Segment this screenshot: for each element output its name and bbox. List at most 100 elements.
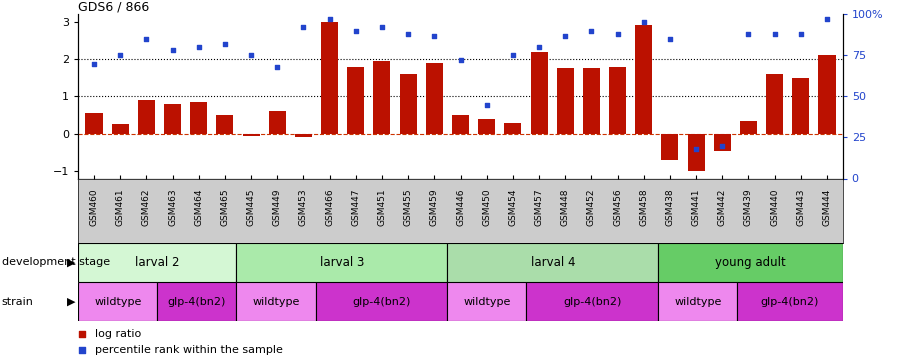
Text: GSM452: GSM452 bbox=[587, 188, 596, 226]
Text: GSM464: GSM464 bbox=[194, 188, 204, 226]
Point bbox=[479, 102, 494, 107]
Text: GSM466: GSM466 bbox=[325, 188, 334, 226]
Bar bbox=[661, 134, 679, 160]
Bar bbox=[111, 124, 129, 134]
Text: GSM438: GSM438 bbox=[666, 188, 674, 226]
Text: GSM451: GSM451 bbox=[378, 188, 387, 226]
Text: GSM458: GSM458 bbox=[639, 188, 648, 226]
Bar bbox=[237, 243, 448, 282]
Text: GSM444: GSM444 bbox=[822, 188, 832, 226]
Text: GSM456: GSM456 bbox=[613, 188, 622, 226]
Bar bbox=[78, 282, 157, 321]
Point bbox=[75, 331, 89, 337]
Bar bbox=[191, 102, 207, 134]
Bar bbox=[766, 74, 783, 134]
Text: wildtype: wildtype bbox=[463, 297, 510, 307]
Point bbox=[741, 31, 756, 37]
Bar bbox=[635, 25, 652, 134]
Bar bbox=[738, 282, 843, 321]
Point bbox=[375, 25, 390, 30]
Bar bbox=[237, 282, 316, 321]
Point bbox=[689, 146, 704, 152]
Point bbox=[165, 47, 180, 53]
Point bbox=[584, 28, 599, 34]
Bar bbox=[659, 282, 738, 321]
Point bbox=[636, 20, 651, 25]
Bar bbox=[216, 115, 233, 134]
Point bbox=[112, 52, 127, 58]
Text: GSM455: GSM455 bbox=[403, 188, 413, 226]
Bar bbox=[321, 22, 338, 134]
Point bbox=[348, 28, 363, 34]
Point bbox=[217, 41, 232, 47]
Text: GSM454: GSM454 bbox=[508, 188, 518, 226]
Text: GSM453: GSM453 bbox=[299, 188, 308, 226]
Bar bbox=[157, 282, 237, 321]
Point bbox=[558, 33, 573, 39]
Text: ▶: ▶ bbox=[67, 257, 76, 267]
Text: log ratio: log ratio bbox=[95, 329, 141, 339]
Text: larval 3: larval 3 bbox=[320, 256, 364, 269]
Point bbox=[820, 16, 834, 22]
Point bbox=[662, 36, 677, 42]
Point bbox=[531, 44, 546, 50]
Text: GDS6 / 866: GDS6 / 866 bbox=[78, 0, 149, 13]
Point bbox=[192, 44, 206, 50]
Point bbox=[87, 61, 101, 66]
Point bbox=[270, 64, 285, 70]
Bar bbox=[530, 52, 548, 134]
Text: GSM457: GSM457 bbox=[534, 188, 543, 226]
Bar bbox=[478, 119, 495, 134]
Bar bbox=[609, 66, 626, 134]
Bar bbox=[688, 134, 705, 171]
Text: ▶: ▶ bbox=[67, 297, 76, 307]
Text: wildtype: wildtype bbox=[94, 297, 142, 307]
Text: glp-4(bn2): glp-4(bn2) bbox=[761, 297, 819, 307]
Point bbox=[75, 347, 89, 353]
Bar bbox=[819, 55, 835, 134]
Point bbox=[767, 31, 782, 37]
Text: GSM440: GSM440 bbox=[770, 188, 779, 226]
Bar bbox=[316, 282, 448, 321]
Text: larval 4: larval 4 bbox=[530, 256, 575, 269]
Text: wildtype: wildtype bbox=[252, 297, 299, 307]
Bar bbox=[242, 134, 260, 136]
Text: GSM449: GSM449 bbox=[273, 188, 282, 226]
Bar bbox=[78, 243, 237, 282]
Text: glp-4(bn2): glp-4(bn2) bbox=[563, 297, 622, 307]
Text: glp-4(bn2): glp-4(bn2) bbox=[168, 297, 226, 307]
Bar bbox=[86, 113, 102, 134]
Text: development stage: development stage bbox=[2, 257, 110, 267]
Bar bbox=[164, 104, 181, 134]
Bar bbox=[714, 134, 730, 151]
Text: GSM461: GSM461 bbox=[116, 188, 124, 226]
Text: GSM446: GSM446 bbox=[456, 188, 465, 226]
Point bbox=[611, 31, 625, 37]
Point bbox=[427, 33, 442, 39]
Text: strain: strain bbox=[2, 297, 34, 307]
Bar bbox=[556, 69, 574, 134]
Bar bbox=[269, 111, 286, 134]
Bar bbox=[659, 243, 843, 282]
Point bbox=[506, 52, 520, 58]
Text: GSM459: GSM459 bbox=[430, 188, 438, 226]
Bar bbox=[426, 63, 443, 134]
Bar bbox=[347, 66, 365, 134]
Bar bbox=[295, 134, 312, 137]
Text: GSM462: GSM462 bbox=[142, 188, 151, 226]
Bar bbox=[373, 61, 391, 134]
Text: GSM465: GSM465 bbox=[220, 188, 229, 226]
Text: GSM448: GSM448 bbox=[561, 188, 570, 226]
Point bbox=[401, 31, 415, 37]
Text: GSM439: GSM439 bbox=[744, 188, 753, 226]
Bar bbox=[505, 122, 521, 134]
Text: GSM441: GSM441 bbox=[692, 188, 701, 226]
Text: young adult: young adult bbox=[715, 256, 786, 269]
Text: GSM463: GSM463 bbox=[168, 188, 177, 226]
Bar bbox=[448, 243, 659, 282]
Text: GSM460: GSM460 bbox=[89, 188, 99, 226]
Point bbox=[244, 52, 259, 58]
Point bbox=[139, 36, 154, 42]
Point bbox=[794, 31, 809, 37]
Bar bbox=[448, 282, 527, 321]
